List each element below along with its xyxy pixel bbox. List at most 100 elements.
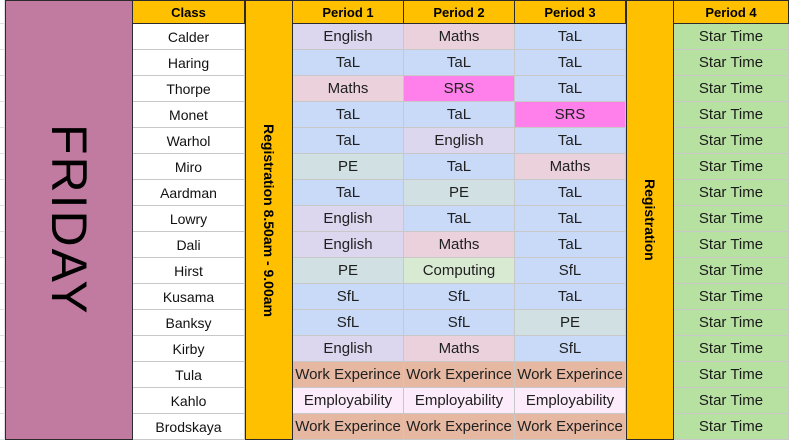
period2-cell[interactable]: Computing	[404, 258, 515, 284]
morning-registration[interactable]: Registration 8.50am - 9.00am	[245, 0, 293, 440]
day-label[interactable]: FRIDAY	[5, 0, 133, 440]
class-name-cell[interactable]: Lowry	[133, 206, 245, 232]
period4-cell[interactable]: Star Time	[674, 414, 789, 440]
period1-header[interactable]: Period 1	[293, 0, 404, 24]
period4-header-text: Period 4	[705, 4, 757, 20]
period3-cell[interactable]: TaL	[515, 284, 626, 310]
period4-cell[interactable]: Star Time	[674, 362, 789, 388]
day-label-text: FRIDAY	[41, 124, 97, 316]
period1-cell[interactable]: Work Experince	[293, 362, 404, 388]
class-name-cell[interactable]: Miro	[133, 154, 245, 180]
row-gutter	[0, 76, 5, 102]
row-gutter	[0, 284, 5, 310]
class-name-cell[interactable]: Aardman	[133, 180, 245, 206]
class-name-cell[interactable]: Tula	[133, 362, 245, 388]
row-gutter	[0, 50, 5, 76]
period4-cell[interactable]: Star Time	[674, 24, 789, 50]
period1-cell[interactable]: TaL	[293, 180, 404, 206]
class-name-cell[interactable]: Haring	[133, 50, 245, 76]
period2-cell[interactable]: TaL	[404, 102, 515, 128]
row-header-blank	[0, 0, 5, 24]
period2-cell[interactable]: SfL	[404, 310, 515, 336]
period3-cell[interactable]: PE	[515, 310, 626, 336]
period3-cell[interactable]: TaL	[515, 128, 626, 154]
period1-cell[interactable]: PE	[293, 258, 404, 284]
period3-cell[interactable]: Maths	[515, 154, 626, 180]
period4-cell[interactable]: Star Time	[674, 258, 789, 284]
period3-cell[interactable]: SfL	[515, 336, 626, 362]
class-name-cell[interactable]: Kusama	[133, 284, 245, 310]
period2-cell[interactable]: SfL	[404, 284, 515, 310]
period4-cell[interactable]: Star Time	[674, 102, 789, 128]
period4-cell[interactable]: Star Time	[674, 284, 789, 310]
period1-cell[interactable]: SfL	[293, 284, 404, 310]
period3-cell[interactable]: Work Experince	[515, 414, 626, 440]
period3-cell[interactable]: TaL	[515, 232, 626, 258]
period3-cell[interactable]: TaL	[515, 206, 626, 232]
period4-cell[interactable]: Star Time	[674, 336, 789, 362]
period2-cell[interactable]: Maths	[404, 232, 515, 258]
afternoon-registration[interactable]: Registration	[626, 0, 674, 440]
period2-cell[interactable]: Work Experince	[404, 414, 515, 440]
class-name-cell[interactable]: Banksy	[133, 310, 245, 336]
period4-cell[interactable]: Star Time	[674, 154, 789, 180]
period3-cell[interactable]: Employability	[515, 388, 626, 414]
class-name-cell[interactable]: Warhol	[133, 128, 245, 154]
period4-cell[interactable]: Star Time	[674, 206, 789, 232]
class-name-cell[interactable]: Brodskaya	[133, 414, 245, 440]
period1-cell[interactable]: English	[293, 336, 404, 362]
period4-cell[interactable]: Star Time	[674, 50, 789, 76]
class-name-cell[interactable]: Dali	[133, 232, 245, 258]
period1-cell[interactable]: English	[293, 232, 404, 258]
period3-cell[interactable]: TaL	[515, 76, 626, 102]
period1-cell[interactable]: SfL	[293, 310, 404, 336]
class-name-cell[interactable]: Thorpe	[133, 76, 245, 102]
period3-cell[interactable]: TaL	[515, 180, 626, 206]
class-name-cell[interactable]: Calder	[133, 24, 245, 50]
period1-cell[interactable]: TaL	[293, 128, 404, 154]
period4-cell[interactable]: Star Time	[674, 388, 789, 414]
period2-cell[interactable]: PE	[404, 180, 515, 206]
period2-cell[interactable]: TaL	[404, 206, 515, 232]
period1-cell[interactable]: English	[293, 24, 404, 50]
period3-cell[interactable]: TaL	[515, 24, 626, 50]
row-gutter	[0, 362, 5, 388]
class-name-cell[interactable]: Kirby	[133, 336, 245, 362]
period3-cell[interactable]: Work Experince	[515, 362, 626, 388]
period4-cell[interactable]: Star Time	[674, 232, 789, 258]
period1-cell[interactable]: English	[293, 206, 404, 232]
period1-cell[interactable]: Employability	[293, 388, 404, 414]
period3-cell[interactable]: SRS	[515, 102, 626, 128]
class-name-cell[interactable]: Hirst	[133, 258, 245, 284]
period2-cell[interactable]: Maths	[404, 24, 515, 50]
period4-cell[interactable]: Star Time	[674, 180, 789, 206]
period2-cell[interactable]: Employability	[404, 388, 515, 414]
period1-cell[interactable]: PE	[293, 154, 404, 180]
period1-header-text: Period 1	[322, 4, 374, 20]
period2-cell[interactable]: Work Experince	[404, 362, 515, 388]
row-gutter	[0, 310, 5, 336]
period1-cell[interactable]: TaL	[293, 102, 404, 128]
period2-cell[interactable]: English	[404, 128, 515, 154]
period1-cell[interactable]: Work Experince	[293, 414, 404, 440]
row-gutter	[0, 258, 5, 284]
period4-cell[interactable]: Star Time	[674, 310, 789, 336]
class-name-cell[interactable]: Monet	[133, 102, 245, 128]
period3-cell[interactable]: TaL	[515, 50, 626, 76]
class-name-cell[interactable]: Kahlo	[133, 388, 245, 414]
period2-cell[interactable]: SRS	[404, 76, 515, 102]
period2-cell[interactable]: TaL	[404, 50, 515, 76]
period3-header[interactable]: Period 3	[515, 0, 626, 24]
period2-cell[interactable]: TaL	[404, 154, 515, 180]
period4-cell[interactable]: Star Time	[674, 128, 789, 154]
period1-cell[interactable]: Maths	[293, 76, 404, 102]
class-header[interactable]: Class	[133, 0, 245, 24]
period4-header[interactable]: Period 4	[674, 0, 789, 24]
period4-cell[interactable]: Star Time	[674, 76, 789, 102]
period1-cell[interactable]: TaL	[293, 50, 404, 76]
period2-cell[interactable]: Maths	[404, 336, 515, 362]
period3-header-text: Period 3	[544, 4, 596, 20]
period2-header[interactable]: Period 2	[404, 0, 515, 24]
period3-cell[interactable]: SfL	[515, 258, 626, 284]
